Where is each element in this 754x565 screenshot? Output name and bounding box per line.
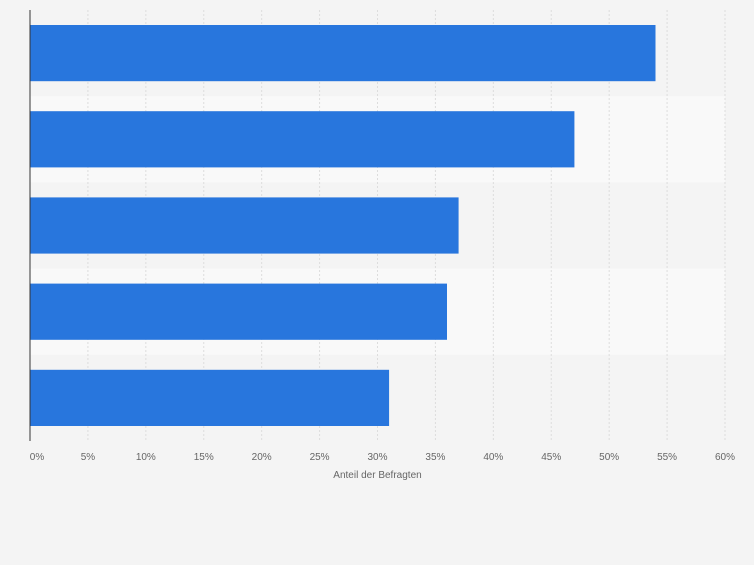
x-tick-label: 0% (30, 452, 45, 463)
x-tick-label: 50% (599, 452, 619, 463)
x-tick-label: 60% (715, 452, 735, 463)
bar (30, 111, 575, 168)
bar (30, 25, 656, 82)
x-tick-label: 5% (81, 452, 96, 463)
bar (30, 369, 390, 426)
x-tick-labels: 0% 5% 10% 15% 20% 25% 30% 35% 40% 45% 50% 55% 60% (30, 452, 735, 463)
bar (30, 197, 459, 254)
x-axis-label: Anteil der Befragten (333, 470, 421, 481)
bar (30, 283, 447, 340)
bars (30, 25, 656, 426)
x-tick-label: 15% (194, 452, 214, 463)
x-tick-label: 40% (483, 452, 503, 463)
x-tick-label: 45% (541, 452, 561, 463)
x-tick-label: 10% (136, 452, 156, 463)
x-tick-label: 30% (367, 452, 387, 463)
x-tick-label: 20% (252, 452, 272, 463)
x-tick-label: 35% (425, 452, 445, 463)
x-tick-label: 55% (657, 452, 677, 463)
x-tick-label: 25% (310, 452, 330, 463)
